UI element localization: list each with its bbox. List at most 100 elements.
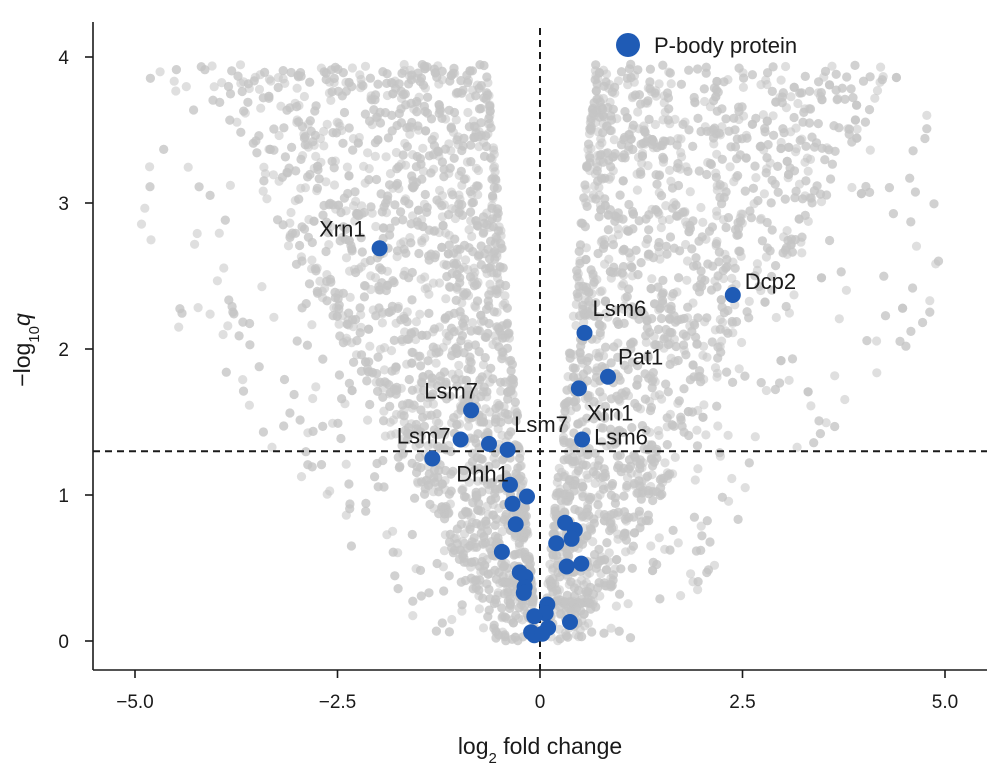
background-point (813, 119, 823, 129)
background-point (282, 105, 292, 115)
background-point (460, 289, 470, 299)
background-point (334, 319, 344, 329)
background-point (604, 548, 614, 558)
background-point (491, 285, 501, 295)
background-point (597, 286, 607, 296)
background-point (223, 81, 234, 92)
background-point (358, 81, 368, 91)
background-point (584, 139, 594, 149)
background-point (608, 240, 619, 250)
background-point (257, 282, 267, 292)
background-point (826, 174, 836, 184)
background-point (471, 518, 482, 529)
background-point (750, 271, 760, 281)
background-point (872, 336, 882, 346)
background-point (591, 470, 601, 480)
background-point (697, 531, 707, 541)
background-point (279, 123, 289, 133)
background-point (918, 317, 928, 328)
background-point (756, 378, 766, 388)
background-point (821, 418, 831, 428)
background-point (577, 575, 587, 585)
background-point (432, 558, 442, 569)
background-point (464, 225, 474, 235)
background-point (668, 525, 678, 536)
background-point (582, 413, 592, 423)
background-point (239, 106, 249, 116)
background-point (192, 228, 202, 239)
background-point (418, 143, 428, 153)
background-point (459, 133, 469, 143)
background-point (484, 605, 494, 615)
background-point (786, 92, 796, 102)
background-point (446, 323, 457, 333)
background-point (905, 173, 915, 183)
background-point (696, 126, 706, 137)
background-point (925, 307, 935, 317)
background-point (911, 241, 922, 251)
background-point (444, 210, 454, 220)
background-point (745, 206, 755, 216)
background-point (337, 394, 347, 404)
background-point (422, 202, 432, 213)
background-point (815, 429, 826, 439)
background-point (667, 183, 678, 193)
background-point (489, 182, 499, 193)
background-point (673, 355, 683, 366)
background-point (289, 389, 299, 400)
background-point (424, 151, 434, 161)
background-point (591, 158, 602, 168)
background-point (423, 356, 433, 366)
background-point (734, 364, 744, 374)
background-point (307, 255, 317, 265)
background-point (738, 209, 748, 219)
background-point (781, 301, 791, 312)
background-point (744, 458, 754, 468)
background-point (416, 463, 426, 473)
background-point (396, 118, 406, 128)
background-point (205, 190, 215, 200)
background-point (341, 253, 352, 263)
background-point (385, 230, 395, 240)
background-point (349, 201, 359, 211)
background-point (625, 633, 636, 643)
background-point (470, 576, 480, 586)
background-point (373, 352, 383, 362)
background-point (377, 318, 387, 328)
background-point (656, 191, 667, 201)
background-point (793, 98, 803, 109)
background-point (356, 350, 367, 360)
background-point (308, 393, 318, 404)
background-point (580, 222, 590, 232)
background-point (484, 290, 494, 300)
background-point (572, 289, 582, 299)
background-point (647, 135, 658, 145)
background-point (476, 454, 486, 464)
background-point (415, 565, 426, 576)
background-point (426, 168, 436, 178)
background-point (595, 387, 605, 397)
background-point (644, 114, 654, 124)
background-point (611, 305, 621, 315)
background-point (609, 342, 619, 352)
background-point (391, 362, 401, 372)
background-point (365, 399, 375, 410)
background-point (379, 365, 390, 375)
background-point (784, 375, 794, 385)
background-point (806, 193, 816, 203)
background-point (852, 124, 862, 134)
background-point (831, 69, 841, 79)
background-point (611, 601, 622, 611)
background-point (479, 473, 489, 484)
background-point (140, 203, 150, 213)
background-point (825, 235, 835, 246)
background-point (409, 400, 419, 410)
background-point (497, 526, 507, 537)
background-point (430, 429, 440, 439)
background-point (454, 554, 464, 565)
background-point (775, 378, 785, 388)
background-point (467, 198, 477, 208)
background-point (356, 233, 366, 243)
background-point (373, 386, 383, 396)
background-point (295, 240, 305, 251)
